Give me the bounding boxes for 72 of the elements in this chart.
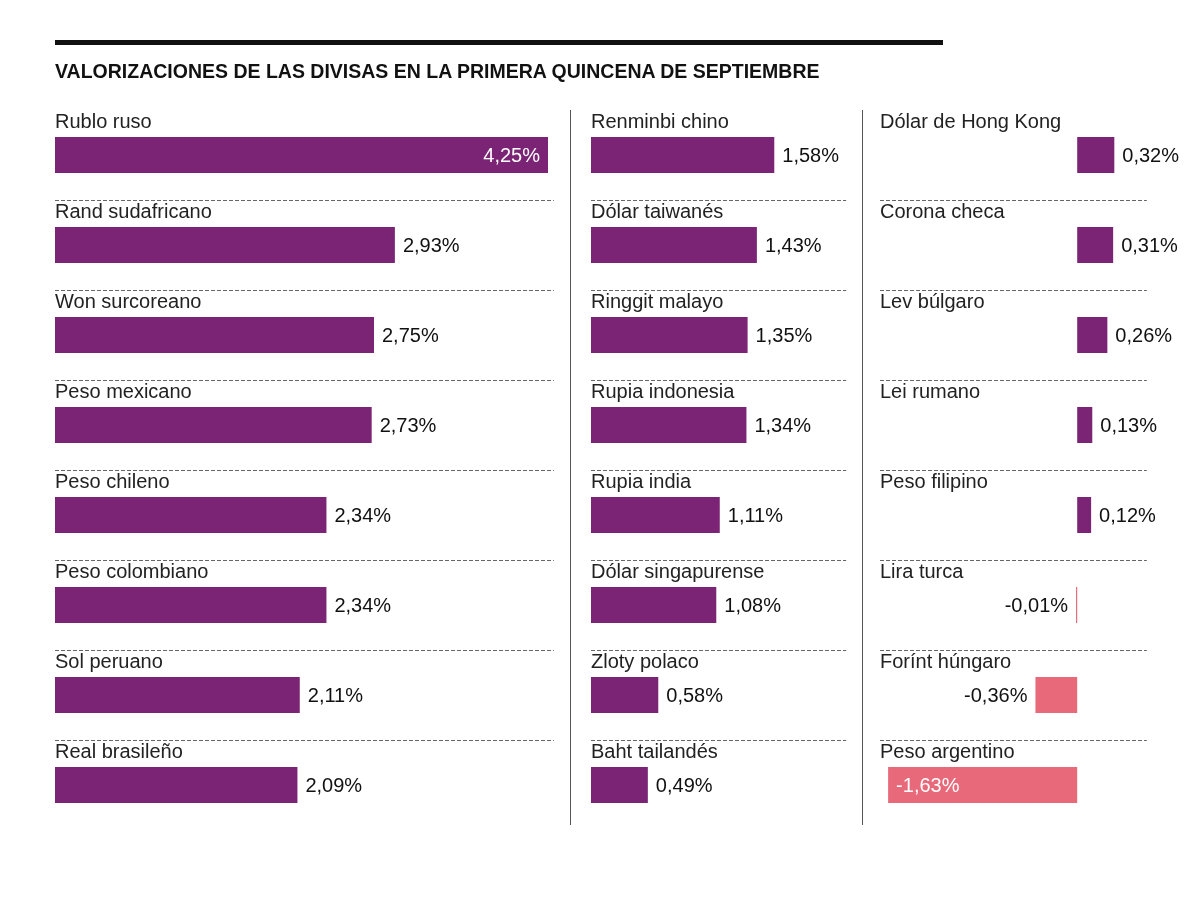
y-tick-label: Won surcoreano	[55, 290, 202, 312]
y-tick-label: Sol peruano	[55, 650, 163, 672]
y-tick-label: Peso mexicano	[55, 380, 192, 402]
data-label: 2,11%	[307, 684, 364, 706]
data-label: -1,63%	[896, 774, 960, 796]
y-tick-label: Dólar singapurense	[591, 560, 765, 582]
bar	[55, 227, 395, 263]
bar	[55, 587, 327, 623]
y-tick-label: Rupia india	[591, 470, 692, 492]
y-tick-label: Peso argentino	[880, 740, 1015, 762]
data-label: 2,09%	[305, 774, 363, 796]
data-label: 1,58%	[782, 144, 840, 166]
bar	[55, 677, 300, 713]
bar	[55, 497, 327, 533]
bar	[1035, 677, 1078, 713]
bar	[591, 767, 648, 803]
bar	[1077, 407, 1093, 443]
bar	[591, 587, 717, 623]
bar	[1077, 497, 1092, 533]
y-tick-label: Lira turca	[880, 560, 965, 582]
bar	[55, 407, 372, 443]
data-label: 2,34%	[334, 504, 392, 526]
data-label: 0,12%	[1099, 504, 1157, 526]
data-label: 2,93%	[402, 234, 460, 256]
data-label: -0,01%	[1004, 594, 1069, 616]
y-tick-label: Ringgit malayo	[591, 290, 724, 312]
data-label: 0,49%	[655, 774, 713, 796]
data-label: 1,43%	[764, 234, 822, 256]
bar	[591, 137, 775, 173]
data-label: 2,75%	[382, 324, 439, 346]
bar	[591, 407, 747, 443]
y-tick-label: Dólar taiwanés	[591, 200, 724, 222]
bar	[55, 137, 548, 173]
bar	[888, 767, 1078, 803]
y-tick-label: Peso chileno	[55, 470, 170, 492]
data-label: 0,32%	[1122, 144, 1180, 166]
data-label: 0,13%	[1100, 414, 1158, 436]
chart-title: VALORIZACIONES DE LAS DIVISAS EN LA PRIMERA QUINCENA DE SEPTIEMBRE	[55, 60, 820, 83]
data-label: 2,73%	[379, 414, 437, 436]
y-tick-label: Lev búlgaro	[880, 290, 985, 312]
y-tick-label: Forínt húngaro	[880, 650, 1012, 672]
y-tick-label: Peso colombiano	[55, 560, 209, 582]
data-label: 0,58%	[666, 684, 724, 706]
bar	[591, 497, 720, 533]
data-label: 0,26%	[1115, 324, 1173, 346]
y-tick-label: Real brasileño	[55, 740, 183, 762]
data-label: -0,36%	[964, 684, 1028, 706]
bar	[55, 767, 298, 803]
data-label: 1,35%	[755, 324, 813, 346]
data-label: 2,34%	[334, 594, 392, 616]
y-tick-label: Zloty polaco	[591, 650, 699, 672]
y-tick-label: Rand sudafricano	[55, 200, 212, 222]
data-label: 1,08%	[724, 594, 782, 616]
data-label: 0,31%	[1121, 234, 1179, 256]
y-tick-label: Corona checa	[880, 200, 1006, 222]
y-tick-label: Rublo ruso	[55, 110, 152, 132]
bar	[591, 317, 748, 353]
bar	[591, 227, 757, 263]
bar	[1077, 317, 1108, 353]
data-label: 1,34%	[754, 414, 812, 436]
y-tick-label: Baht tailandés	[591, 740, 718, 762]
bar	[591, 677, 659, 713]
y-tick-label: Rupia indonesia	[591, 380, 736, 402]
y-tick-label: Lei rumano	[880, 380, 981, 402]
y-tick-label: Peso filipino	[880, 470, 988, 492]
y-tick-label: Renminbi chino	[591, 110, 729, 132]
bar	[1077, 227, 1114, 263]
data-label: 4,25%	[483, 144, 541, 166]
bar	[1077, 137, 1115, 173]
bar	[55, 317, 374, 353]
y-tick-label: Dólar de Hong Kong	[880, 110, 1062, 132]
data-label: 1,11%	[727, 504, 784, 526]
